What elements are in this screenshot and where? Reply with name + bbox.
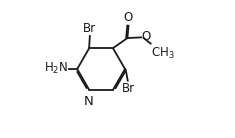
Text: N: N: [84, 95, 93, 108]
Text: Br: Br: [83, 22, 96, 35]
Text: Br: Br: [122, 82, 135, 95]
Text: H$_2$N: H$_2$N: [44, 61, 68, 76]
Text: CH$_3$: CH$_3$: [151, 46, 175, 61]
Text: O: O: [142, 30, 151, 43]
Text: O: O: [124, 11, 133, 24]
